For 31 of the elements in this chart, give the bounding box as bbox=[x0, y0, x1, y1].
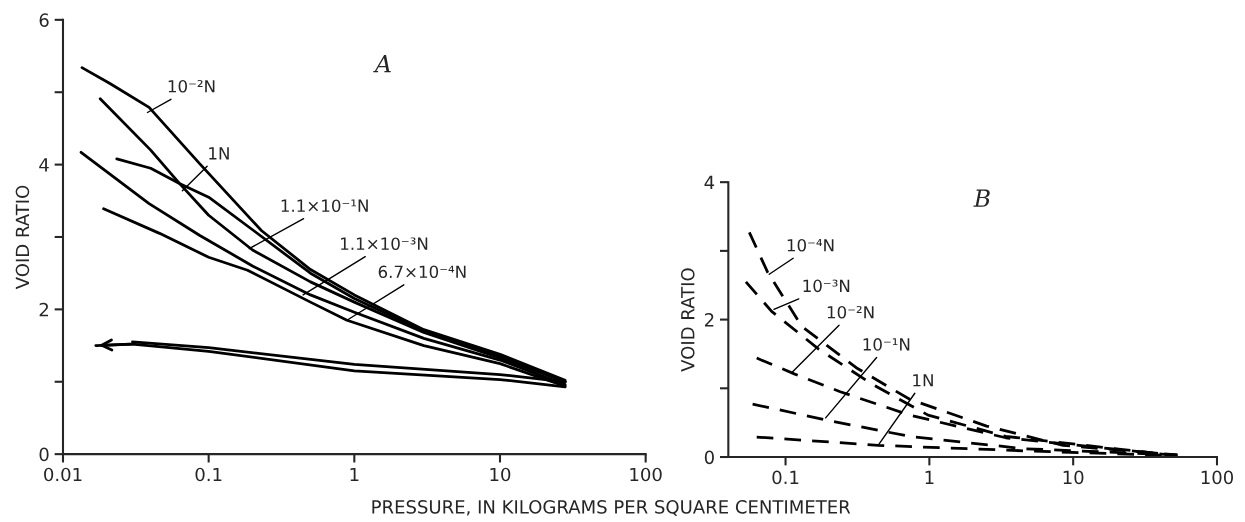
y-axis-title: VOID RATIO bbox=[680, 268, 695, 372]
y-tick-label: 6 bbox=[39, 13, 49, 27]
y-tick-label: 0 bbox=[39, 447, 49, 462]
x-tick-label: 10 bbox=[1063, 470, 1084, 485]
x-tick-label: 0.1 bbox=[772, 470, 799, 485]
annotation: 10⁻³N bbox=[803, 279, 850, 293]
x-tick-label: 1 bbox=[350, 467, 359, 482]
y-tick-label: 0 bbox=[704, 450, 714, 465]
y-axis-title: VOID RATIO bbox=[15, 185, 30, 290]
annotation: 1.1×10⁻¹N bbox=[281, 199, 368, 213]
annotation: 1N bbox=[209, 147, 229, 160]
x-tick-label: 1 bbox=[925, 470, 934, 484]
chart-title: B bbox=[973, 189, 990, 207]
x-tick-label: 0.01 bbox=[44, 467, 82, 482]
annotation: 10⁻⁴N bbox=[787, 238, 834, 252]
x-tick-label: 100 bbox=[1201, 470, 1234, 485]
annotation: 1.1×10⁻³N bbox=[341, 237, 428, 250]
y-tick-label: 4 bbox=[704, 175, 715, 190]
x-tick-label: 0.1 bbox=[195, 467, 222, 482]
x-axis-title: PRESSURE, IN KILOGRAMS PER SQUARE CENTIMETER bbox=[372, 500, 851, 516]
y-tick-label: 2 bbox=[39, 302, 48, 317]
x-tick-label: 10 bbox=[490, 467, 511, 482]
y-tick-label: 4 bbox=[39, 158, 49, 172]
annotation: 1N bbox=[913, 374, 933, 387]
annotation: 6.7×10⁻⁴N bbox=[378, 265, 466, 279]
text: A bbox=[373, 55, 391, 73]
y-tick-label: 2 bbox=[704, 313, 714, 327]
annotation: 10⁻²N bbox=[168, 79, 215, 93]
annotation: 10⁻²N bbox=[827, 305, 874, 319]
x-tick-label: 100 bbox=[630, 467, 662, 482]
annotation: 10⁻¹N bbox=[863, 338, 910, 351]
